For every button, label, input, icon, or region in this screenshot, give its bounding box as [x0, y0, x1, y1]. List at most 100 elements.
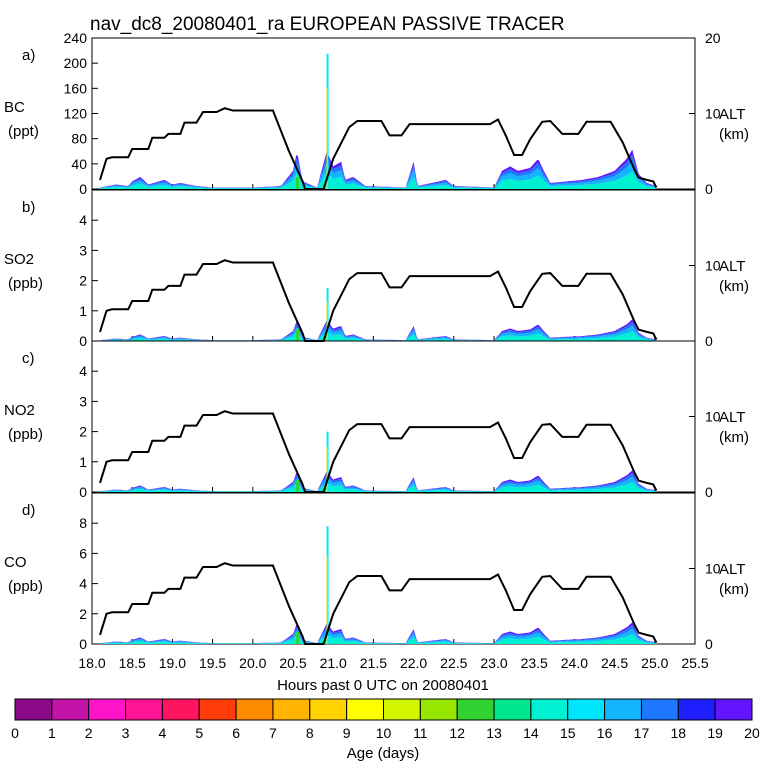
colorbar-label: Age (days)	[347, 745, 420, 762]
y-tick-label-c: 4	[79, 363, 87, 379]
y-tick-label-b: 1	[79, 303, 87, 319]
colorbar-swatch	[235, 698, 274, 721]
y-tick-label-a: 160	[64, 80, 88, 96]
alt-tick-label-b: 10	[705, 258, 721, 274]
y-tick-label-c: 0	[79, 484, 87, 500]
y-tick-label-d: 8	[79, 515, 87, 531]
tracer-age-layer-b	[100, 331, 657, 341]
colorbar-tick-label: 11	[413, 725, 428, 741]
colorbar-swatch	[383, 698, 421, 721]
colorbar-tick-label: 16	[597, 725, 613, 741]
alt-axis-unit-b: (km)	[719, 278, 749, 295]
altitude-line-d	[99, 562, 658, 645]
altitude-line-c	[99, 410, 658, 493]
colorbar-tick-label: 4	[159, 725, 167, 741]
colorbar-tick-label: 10	[376, 725, 392, 741]
x-tick-label: 19.5	[199, 655, 226, 671]
species-label-b: SO2	[4, 251, 34, 268]
panel-letter-d: d)	[22, 502, 35, 519]
y-tick-label-d: 4	[79, 576, 87, 592]
species-label-c: NO2	[4, 402, 35, 419]
species-label-a: BC	[4, 99, 25, 116]
colorbar-tick-label: 2	[85, 725, 93, 741]
colorbar-tick-label: 1	[48, 725, 56, 741]
alt-axis-unit-d: (km)	[719, 581, 749, 598]
y-tick-label-c: 3	[79, 393, 87, 409]
colorbar-swatch	[161, 698, 200, 721]
colorbar-tick-label: 17	[634, 725, 650, 741]
colorbar-tick-label: 3	[122, 725, 130, 741]
x-tick-label: 18.0	[78, 655, 105, 671]
x-tick-label: 20.5	[279, 655, 306, 671]
alt-axis-label-a: ALT	[719, 106, 745, 123]
colorbar-swatch	[714, 698, 753, 721]
tracer-age-layer-a	[100, 154, 657, 188]
species-label-d: CO	[4, 554, 27, 571]
alt-tick-label-a: 0	[705, 181, 713, 197]
species-unit-c: (ppb)	[8, 426, 43, 443]
species-unit-d: (ppb)	[8, 578, 43, 595]
tracer-green-c	[296, 480, 300, 492]
alt-axis-label-d: ALT	[719, 561, 745, 578]
altitude-line-b	[99, 259, 658, 342]
y-tick-label-b: 2	[79, 273, 87, 289]
y-tick-label-b: 3	[79, 242, 87, 258]
y-tick-label-d: 6	[79, 545, 87, 561]
species-unit-a: (ppt)	[8, 123, 39, 140]
colorbar-swatch	[530, 698, 569, 721]
tracer-age-layer-c	[100, 473, 657, 492]
x-tick-label: 23.5	[521, 655, 548, 671]
colorbar-tick-label: 12	[449, 725, 465, 741]
x-tick-label: 24.5	[601, 655, 628, 671]
tracer-age-layer-a	[100, 161, 657, 189]
panel-letter-c: c)	[22, 350, 35, 367]
colorbar-swatch	[567, 698, 606, 721]
panel-a: 0 40 80 120 160 200 240 0 10 20 ALT (km) a) BC (ppt)	[4, 30, 749, 197]
alt-tick-label-d: 10	[705, 561, 721, 577]
altitude-line-a	[99, 107, 658, 190]
colorbar-tick-label: 15	[560, 725, 576, 741]
tracer-age-layer-d	[100, 625, 657, 644]
colorbar-swatch	[640, 698, 679, 721]
x-tick-label: 20.0	[239, 655, 266, 671]
y-tick-label-a: 240	[64, 30, 88, 46]
alt-axis-label-b: ALT	[719, 258, 745, 275]
tracer-green-d	[296, 632, 300, 644]
chart-title: nav_dc8_20080401_ra EUROPEAN PASSIVE TRA…	[90, 14, 565, 35]
alt-tick-label-c: 0	[705, 484, 713, 500]
panel-frame-d	[91, 492, 696, 645]
x-tick-label: 21.0	[320, 655, 347, 671]
x-tick-label: 21.5	[360, 655, 387, 671]
colorbar-swatch	[272, 698, 311, 721]
x-axis-label: Hours past 0 UTC on 20080401	[277, 677, 489, 694]
colorbar-swatch	[88, 698, 127, 721]
x-tick-label: 23.0	[480, 655, 507, 671]
colorbar-swatch	[419, 698, 458, 721]
y-tick-label-a: 0	[79, 181, 87, 197]
colorbar-tick-label: 9	[343, 725, 351, 741]
y-tick-label-b: 0	[79, 333, 87, 349]
y-tick-label-a: 120	[64, 106, 88, 122]
species-unit-b: (ppb)	[8, 275, 43, 292]
alt-axis-label-c: ALT	[719, 409, 745, 426]
alt-tick-label-c: 10	[705, 409, 721, 425]
tracer-spike-young-a	[326, 87, 328, 189]
tracer-spike-young-d	[326, 555, 328, 644]
panel-frame-c	[91, 340, 696, 493]
y-tick-label-a: 200	[64, 55, 88, 71]
colorbar-tick-label: 19	[707, 725, 723, 741]
colorbar-tick-label: 13	[486, 725, 502, 741]
colorbar-tick-label: 8	[306, 725, 314, 741]
colorbar-swatch	[14, 698, 53, 721]
tracer-age-layer-a	[100, 171, 657, 189]
colorbar-tick-label: 5	[195, 725, 203, 741]
tracer-spike-young-b	[326, 301, 328, 341]
tracer-spike-young-c	[326, 446, 328, 492]
alt-axis-unit-a: (km)	[719, 126, 749, 143]
x-tick-label: 22.0	[400, 655, 427, 671]
x-tick-label: 22.5	[440, 655, 467, 671]
tracer-age-layer-d	[100, 628, 657, 644]
colorbar-tick-label: 0	[11, 725, 19, 741]
colorbar-tick-label: 18	[671, 725, 687, 741]
